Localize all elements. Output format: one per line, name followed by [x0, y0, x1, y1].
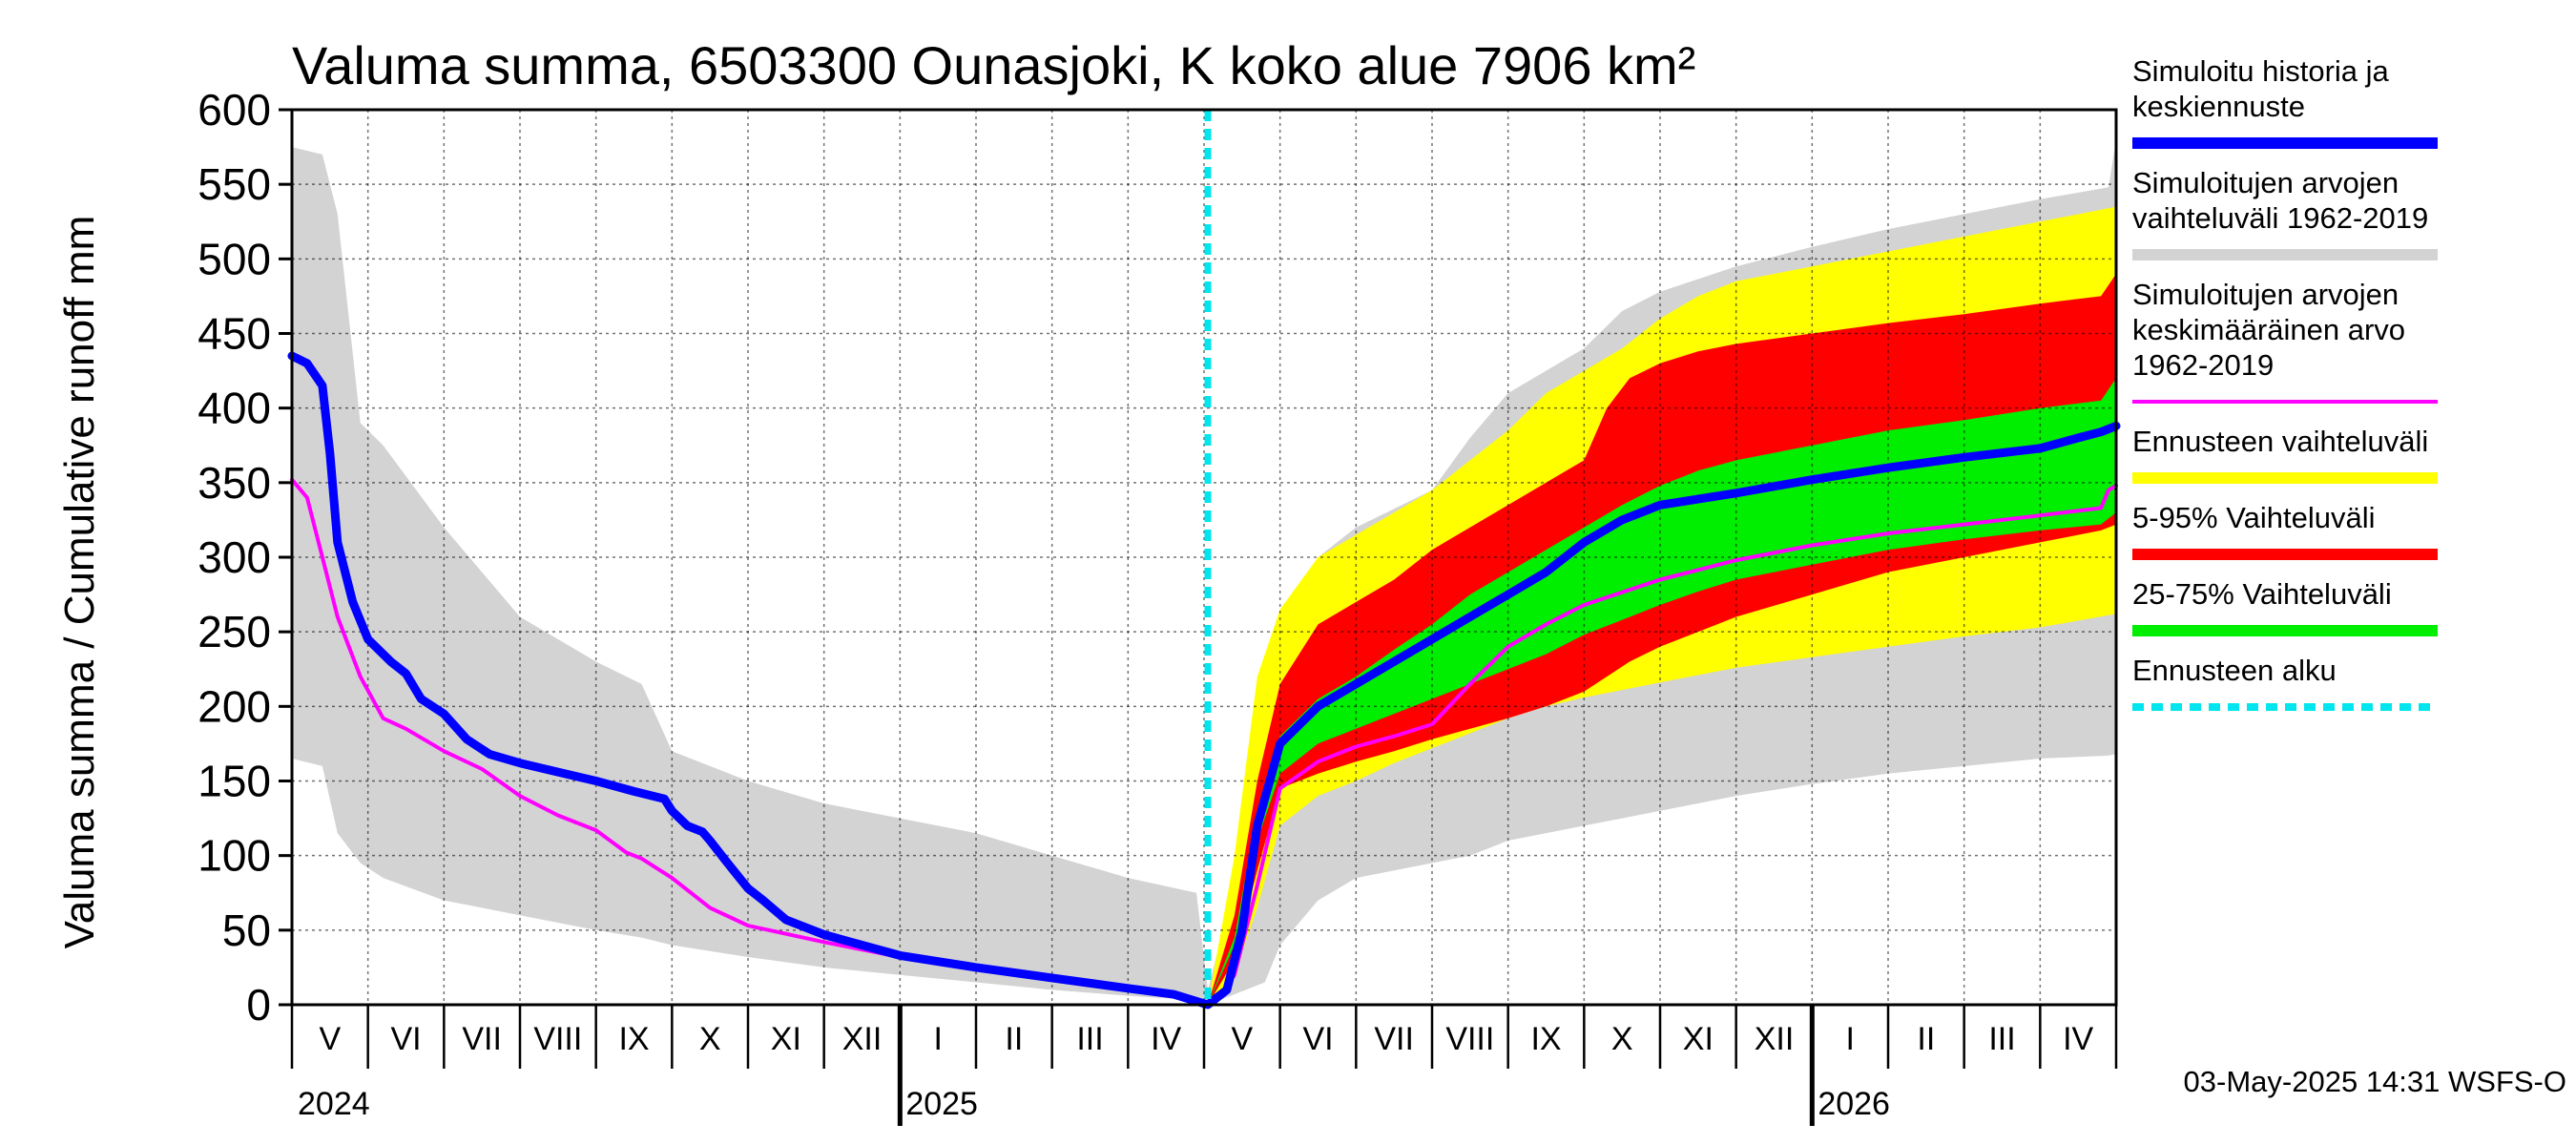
month-label: XII — [1755, 1021, 1795, 1057]
y-tick-label: 0 — [246, 980, 271, 1030]
month-label: IX — [618, 1021, 649, 1057]
legend-label: keskiennuste — [2132, 90, 2305, 123]
legend-label: keskimääräinen arvo — [2132, 313, 2405, 346]
y-tick-label: 450 — [197, 309, 271, 359]
month-label: VII — [462, 1021, 502, 1057]
y-tick-label: 600 — [197, 85, 271, 135]
legend-label: 1962-2019 — [2132, 348, 2274, 382]
series-line-1 — [287, 351, 2121, 1010]
y-tick-label: 50 — [222, 906, 271, 955]
month-label: V — [1231, 1021, 1253, 1057]
series-lines — [287, 110, 2121, 1010]
month-label: IV — [2063, 1021, 2093, 1057]
month-label: XI — [1683, 1021, 1714, 1057]
legend-label: Simuloitujen arvojen — [2132, 166, 2399, 199]
grid-lines — [292, 110, 2116, 1005]
y-tick-label: 100 — [197, 831, 271, 881]
y-tick-label: 550 — [197, 159, 271, 209]
month-label: V — [319, 1021, 341, 1057]
legend-label: 25-75% Vaihteluväli — [2132, 577, 2392, 611]
y-tick-label: 150 — [197, 757, 271, 806]
y-tick-label: 400 — [197, 384, 271, 433]
month-label: II — [1917, 1021, 1935, 1057]
month-label: I — [1845, 1021, 1854, 1057]
y-axis-label: Valuma summa / Cumulative runoff mm — [56, 216, 103, 949]
month-label: IV — [1151, 1021, 1181, 1057]
y-tick-label: 350 — [197, 458, 271, 508]
month-label: X — [1611, 1021, 1633, 1057]
legend-label: Ennusteen alku — [2132, 654, 2337, 687]
month-label: IX — [1530, 1021, 1561, 1057]
month-label: VIII — [533, 1021, 582, 1057]
month-label: II — [1005, 1021, 1023, 1057]
month-label: I — [933, 1021, 942, 1057]
month-label: III — [1988, 1021, 2015, 1057]
year-label: 2024 — [298, 1086, 370, 1122]
year-label: 2026 — [1818, 1086, 1890, 1122]
y-tick-label: 300 — [197, 532, 271, 582]
month-label: XI — [771, 1021, 801, 1057]
y-axis: 0 50 100 150 200 250 300 350 400 450 500 550 600 — [197, 85, 292, 1030]
y-tick-label: 500 — [197, 234, 271, 283]
y-tick-label: 200 — [197, 681, 271, 731]
legend-label: Simuloitujen arvojen — [2132, 278, 2399, 311]
legend-label: Ennusteen vaihteluväli — [2132, 425, 2428, 458]
month-label: VII — [1374, 1021, 1414, 1057]
year-label: 2025 — [905, 1086, 978, 1122]
month-label: VI — [1302, 1021, 1333, 1057]
y-tick-label: 250 — [197, 607, 271, 656]
legend-label: Simuloitu historia ja — [2132, 54, 2390, 88]
month-label: III — [1076, 1021, 1103, 1057]
chart-title: Valuma summa, 6503300 Ounasjoki, K koko … — [292, 35, 1695, 95]
x-axis: V VI VII VIII IX X XI XII I II III IV V VI VII VIII IX X X… — [290, 1003, 2118, 1126]
legend-label: vaihteluväli 1962-2019 — [2132, 201, 2428, 235]
month-label: XII — [842, 1021, 883, 1057]
month-label: VI — [390, 1021, 421, 1057]
legend-label: 5-95% Vaihteluväli — [2132, 501, 2375, 534]
month-label: X — [699, 1021, 721, 1057]
month-label: VIII — [1445, 1021, 1494, 1057]
timestamp-footer: 03-May-2025 14:31 WSFS-O — [2184, 1065, 2566, 1098]
